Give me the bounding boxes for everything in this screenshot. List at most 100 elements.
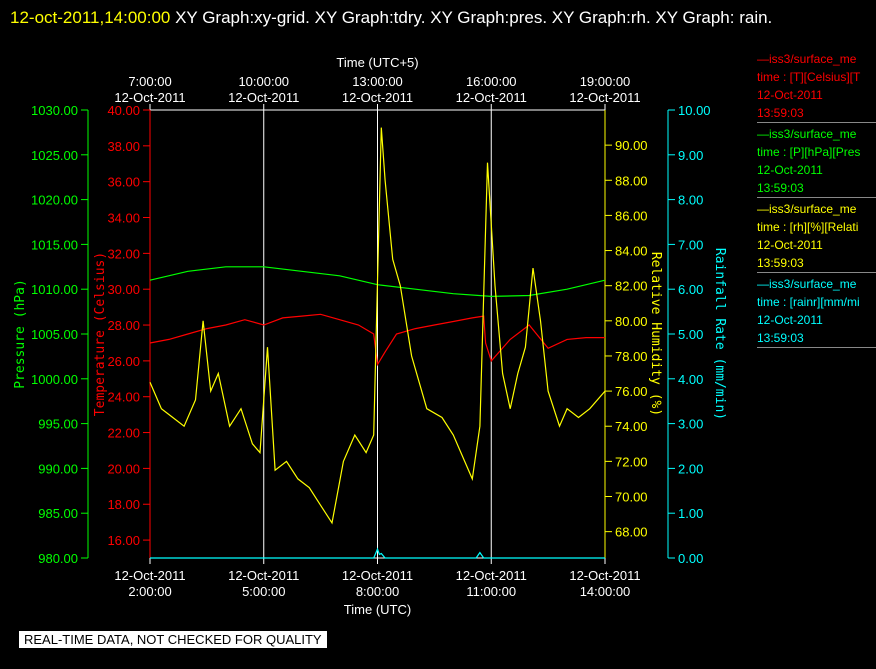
temperature-tick-label: 22.00 [107,426,140,441]
x-tick-label: 11:00:00 [466,584,516,599]
legend-line1: —iss3/surface_me [757,202,857,216]
rain-tick-label: 2.00 [678,461,703,476]
x2-axis-label: Time (UTC+5) [336,55,418,70]
humidity-tick-label: 72.00 [615,454,648,469]
humidity-tick-label: 74.00 [615,419,648,434]
x2-tick-label: 12-Oct-2011 [456,90,527,105]
temperature-tick-label: 16.00 [107,533,140,548]
temperature-tick-label: 32.00 [107,246,140,261]
x-axis-label: Time (UTC) [344,602,411,617]
rain-tick-label: 6.00 [678,282,703,297]
temperature-axis-label: Temperature (Celsius) [93,252,108,416]
rain-tick-label: 7.00 [678,237,703,252]
temperature-tick-label: 20.00 [107,461,140,476]
legend-time: 13:59:03 [757,331,804,345]
temperature-tick-label: 40.00 [107,103,140,118]
pressure-tick-label: 985.00 [38,506,78,521]
legend-line2: time : [rh][%][Relati [757,220,859,234]
rain-tick-label: 5.00 [678,327,703,342]
legend-line1: —iss3/surface_me [757,277,857,291]
temperature-series-line [149,313,605,367]
chart-header: 12-oct-2011,14:00:00 XY Graph:xy-grid. X… [10,2,870,33]
pressure-tick-label: 990.00 [38,461,78,476]
x-tick-label: 12-Oct-2011 [456,568,527,583]
temperature-tick-label: 36.00 [107,175,140,190]
x-tick-label: 12-Oct-2011 [342,568,413,583]
temperature-tick-label: 26.00 [107,354,140,369]
pressure-tick-label: 1005.00 [31,327,78,342]
temperature-tick-label: 18.00 [107,497,140,512]
quality-notice: REAL-TIME DATA, NOT CHECKED FOR QUALITY [19,631,327,648]
humidity-tick-label: 82.00 [615,279,648,294]
rain-tick-label: 8.00 [678,193,703,208]
x2-tick-label: 12-Oct-2011 [342,90,413,105]
legend: —iss3/surface_me time : [T][Celsius][T 12-… [757,50,876,350]
rain-tick-label: 3.00 [678,417,703,432]
pressure-tick-label: 1020.00 [31,193,78,208]
x2-tick-label: 12-Oct-2011 [228,90,299,105]
x-tick-label: 5:00:00 [242,584,285,599]
legend-line1: —iss3/surface_me [757,127,857,141]
x-tick-label: 2:00:00 [128,584,171,599]
humidity-tick-label: 86.00 [615,208,648,223]
x-tick-label: 12-Oct-2011 [228,568,299,583]
rain-tick-label: 4.00 [678,372,703,387]
humidity-tick-label: 76.00 [615,384,648,399]
legend-date: 12-Oct-2011 [757,313,823,327]
x-tick-label: 8:00:00 [356,584,399,599]
legend-time: 13:59:03 [757,106,804,120]
legend-line2: time : [P][hPa][Pres [757,145,861,159]
rain-tick-label: 10.00 [678,103,711,118]
x-tick-label: 12-Oct-2011 [569,568,640,583]
x2-tick-label: 13:00:00 [352,74,403,89]
rain-tick-label: 1.00 [678,506,703,521]
header-timestamp: 12-oct-2011,14:00:00 [10,8,171,27]
humidity-tick-label: 78.00 [615,349,648,364]
temperature-tick-label: 38.00 [107,139,140,154]
legend-time: 13:59:03 [757,256,804,270]
humidity-tick-label: 70.00 [615,490,648,505]
pressure-axis-label: Pressure (hPa) [13,279,28,389]
rain-axis-label: Rainfall Rate (mm/min) [712,248,727,420]
legend-date: 12-Oct-2011 [757,238,823,252]
humidity-tick-label: 90.00 [615,138,648,153]
humidity-series-line [149,127,606,525]
temperature-tick-label: 28.00 [107,318,140,333]
pressure-tick-label: 995.00 [38,417,78,432]
humidity-axis-label: Relative Humidity (%) [648,252,663,416]
pressure-tick-label: 980.00 [38,551,78,566]
legend-date: 12-Oct-2011 [757,163,823,177]
legend-line2: time : [rainr][mm/mi [757,295,860,309]
temperature-tick-label: 34.00 [107,211,140,226]
x2-tick-label: 10:00:00 [238,74,289,89]
pressure-tick-label: 1010.00 [31,282,78,297]
humidity-tick-label: 88.00 [615,173,648,188]
humidity-tick-label: 84.00 [615,244,648,259]
legend-line1: —iss3/surface_me [757,52,857,66]
temperature-tick-label: 24.00 [107,390,140,405]
pressure-tick-label: 1015.00 [31,237,78,252]
humidity-tick-label: 80.00 [615,314,648,329]
legend-date: 12-Oct-2011 [757,88,823,102]
legend-time: 13:59:03 [757,181,804,195]
x2-tick-label: 12-Oct-2011 [114,90,185,105]
x-tick-label: 12-Oct-2011 [114,568,185,583]
x2-tick-label: 12-Oct-2011 [569,90,640,105]
pressure-tick-label: 1025.00 [31,148,78,163]
temperature-tick-label: 30.00 [107,282,140,297]
pressure-tick-label: 1000.00 [31,372,78,387]
x2-tick-label: 7:00:00 [128,74,171,89]
humidity-tick-label: 68.00 [615,525,648,540]
rain-tick-label: 0.00 [678,551,703,566]
x2-tick-label: 19:00:00 [580,74,631,89]
legend-line2: time : [T][Celsius][T [757,70,861,84]
x-tick-label: 14:00:00 [580,584,631,599]
header-title: XY Graph:xy-grid. XY Graph:tdry. XY Grap… [170,8,773,27]
pressure-tick-label: 1030.00 [31,103,78,118]
rain-series-line [150,547,605,559]
